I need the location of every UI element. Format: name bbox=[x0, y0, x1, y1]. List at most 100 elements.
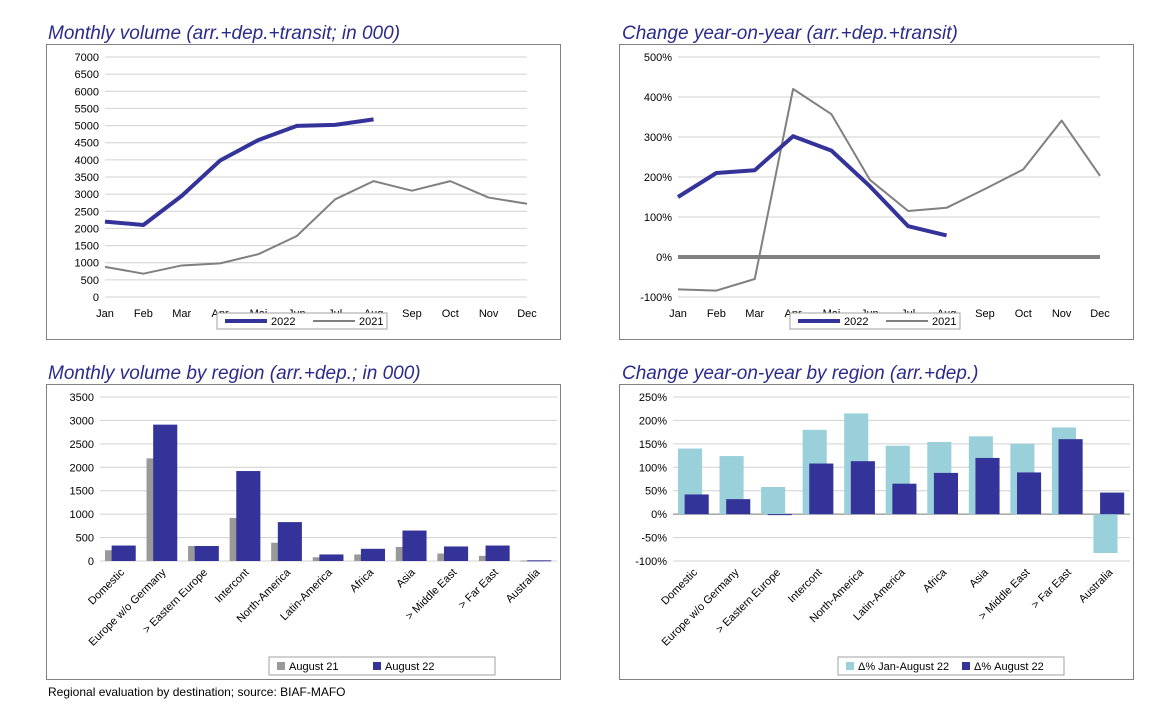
series-line-2022 bbox=[104, 117, 374, 227]
y-tick-label: 200% bbox=[639, 415, 667, 427]
series-line-2021 bbox=[104, 180, 528, 275]
y-tick-label: 1500 bbox=[70, 486, 94, 498]
x-tick-label: Mar bbox=[172, 308, 191, 320]
bar-b bbox=[402, 530, 427, 561]
chart-change-by-region-svg: -100% -50% 0% 50% 100% 150% 200% 250% DomesticEu… bbox=[635, 392, 1130, 676]
x-tick-label: Asia bbox=[394, 566, 418, 590]
bar-b bbox=[684, 494, 709, 515]
y-tick-label: 150% bbox=[639, 439, 667, 451]
bar-b bbox=[1100, 492, 1125, 515]
legend-label: August 21 bbox=[289, 661, 339, 673]
legend-swatch bbox=[277, 662, 285, 670]
chart-monthly-volume: 0 500 1000 1500 2000 2500 3000 3500 4000 4500 5000… bbox=[46, 44, 561, 340]
y-tick-label: 2500 bbox=[70, 439, 94, 451]
bar-b bbox=[1058, 439, 1083, 515]
x-tick-label: Feb bbox=[134, 308, 153, 320]
x-tick-label: Dec bbox=[517, 308, 537, 320]
y-tick-label: 0% bbox=[656, 252, 672, 264]
legend-box bbox=[789, 312, 961, 330]
x-tick-label: Sep bbox=[402, 308, 422, 320]
legend-label: Δ% Jan-August 22 bbox=[858, 661, 949, 673]
y-tick-label: 200% bbox=[644, 172, 672, 184]
x-tick-label: Africa bbox=[348, 566, 377, 595]
x-tick-label: Europe w/o Germany bbox=[87, 566, 169, 648]
y-tick-label: 4000 bbox=[75, 155, 99, 167]
y-tick-label: 100% bbox=[639, 462, 667, 474]
bar-b bbox=[194, 546, 219, 561]
bar-b bbox=[726, 499, 751, 515]
bar-b bbox=[767, 514, 792, 516]
y-tick-label: 300% bbox=[644, 132, 672, 144]
bar-b bbox=[236, 471, 261, 561]
y-tick-label: 3500 bbox=[70, 392, 94, 404]
y-tick-label: 3000 bbox=[75, 189, 99, 201]
chart-title-change-by-region: Change year-on-year by region (arr.+dep.… bbox=[622, 363, 979, 384]
x-tick-label: Europe w/o Germany bbox=[660, 566, 742, 648]
y-tick-label: 3000 bbox=[70, 415, 94, 427]
bar-b bbox=[111, 545, 136, 561]
y-tick-label: 500% bbox=[644, 52, 672, 64]
x-tick-label: Oct bbox=[1015, 308, 1032, 320]
chart-volume-by-region: 0 500 1000 1500 2000 2500 3000 3500 Domestic Euro… bbox=[46, 384, 561, 680]
bar-b bbox=[153, 424, 178, 561]
bar-b bbox=[850, 461, 875, 515]
x-tick-label: Dec bbox=[1090, 308, 1110, 320]
chart-change-by-region: -100% -50% 0% 50% 100% 150% 200% 250% Domestic Eu… bbox=[619, 384, 1134, 680]
legend-swatch bbox=[373, 662, 381, 670]
footer-note: Regional evaluation by destination; sour… bbox=[48, 685, 346, 699]
x-tick-label: Africa bbox=[921, 566, 950, 595]
chart-title-volume-by-region: Monthly volume by region (arr.+dep.; in … bbox=[48, 363, 421, 384]
series-line-2022 bbox=[676, 134, 948, 238]
legend-swatch bbox=[846, 662, 854, 670]
y-tick-label: 500 bbox=[76, 533, 94, 545]
series-line-2021 bbox=[677, 88, 1101, 292]
bar-b bbox=[975, 457, 1000, 515]
x-tick-label: Nov bbox=[479, 308, 499, 320]
bar-b bbox=[485, 545, 510, 561]
chart-monthly-volume-svg: 0 500 1000 1500 2000 2500 3000 3500 4000 4500 5000… bbox=[75, 52, 537, 330]
y-tick-label: 400% bbox=[644, 92, 672, 104]
bar-b bbox=[933, 472, 959, 515]
y-tick-label: 2000 bbox=[75, 223, 99, 235]
chart-change-yoy: -100%0%100%200%300%400%500%JanFebMarAprM… bbox=[619, 44, 1134, 340]
y-tick-label: -100% bbox=[635, 556, 667, 568]
x-tick-label: Intercont bbox=[786, 567, 825, 606]
chart-title-change-yoy: Change year-on-year (arr.+dep.+transit) bbox=[622, 23, 958, 44]
y-tick-label: 2000 bbox=[70, 462, 94, 474]
bar-b bbox=[319, 554, 344, 561]
bar-b bbox=[527, 560, 552, 562]
x-tick-label: Sep bbox=[975, 308, 995, 320]
y-tick-label: 6000 bbox=[75, 86, 99, 98]
x-tick-label: Jan bbox=[96, 308, 114, 320]
y-tick-label: 100% bbox=[644, 212, 672, 224]
y-tick-label: 50% bbox=[645, 486, 667, 498]
x-tick-label: Asia bbox=[967, 566, 991, 590]
bar-b bbox=[443, 546, 469, 561]
y-tick-label: 6500 bbox=[75, 69, 99, 81]
x-tick-label: Jan bbox=[669, 308, 687, 320]
y-tick-label: 0% bbox=[651, 509, 667, 521]
y-tick-label: -100% bbox=[640, 292, 672, 304]
bar-b bbox=[892, 483, 917, 515]
y-tick-label: 3500 bbox=[75, 172, 99, 184]
chart-volume-by-region-svg: 0 500 1000 1500 2000 2500 3000 3500 DomesticEuro… bbox=[70, 392, 557, 676]
x-tick-label: Australia bbox=[504, 566, 543, 605]
bar-a bbox=[761, 486, 786, 515]
chart-title-monthly-volume: Monthly volume (arr.+dep.+transit; in 00… bbox=[48, 23, 401, 44]
x-tick-label: > Far East bbox=[1029, 567, 1074, 612]
y-tick-label: 0 bbox=[88, 556, 94, 568]
x-tick-label: Feb bbox=[707, 308, 726, 320]
legend-label: August 22 bbox=[385, 661, 435, 673]
y-tick-label: 5000 bbox=[75, 121, 99, 133]
y-tick-label: 2500 bbox=[75, 206, 99, 218]
legend-box bbox=[216, 312, 388, 330]
bar-a bbox=[1093, 514, 1118, 554]
x-tick-label: Nov bbox=[1052, 308, 1072, 320]
x-tick-label: Domestic bbox=[86, 566, 127, 607]
legend-label-2022: 2022 bbox=[844, 316, 868, 328]
chart-change-yoy-svg: -100%0%100%200%300%400%500%JanFebMarAprM… bbox=[640, 52, 1110, 330]
y-tick-label: -50% bbox=[641, 533, 667, 545]
x-tick-label: Domestic bbox=[659, 566, 700, 607]
legend-swatch bbox=[962, 662, 970, 670]
bar-b bbox=[1016, 472, 1042, 515]
